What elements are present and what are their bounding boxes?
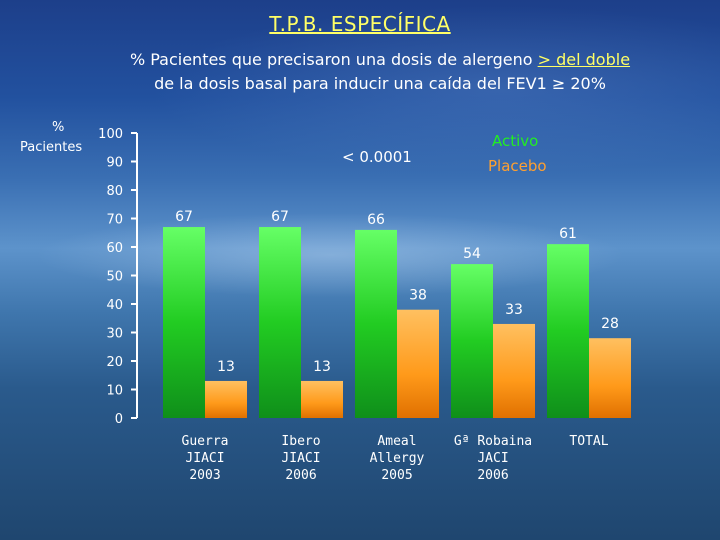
- bar-placebo: [589, 338, 631, 418]
- bar-activo: [451, 264, 493, 418]
- y-tick-label: 0: [115, 412, 123, 427]
- subtitle-line1: % Pacientes que precisaron una dosis de …: [129, 50, 538, 69]
- x-tick-label: 2006: [477, 468, 508, 483]
- slide-title: T.P.B. ESPECÍFICA: [269, 12, 451, 36]
- y-tick-label: 40: [106, 298, 123, 313]
- legend-active: Activo: [492, 132, 539, 150]
- bar-placebo: [205, 380, 247, 418]
- data-label-placebo: 33: [505, 302, 523, 318]
- subtitle-emphasis: > del doble: [537, 50, 631, 69]
- y-axis-label: Pacientes: [20, 140, 83, 155]
- bar-placebo: [301, 380, 343, 418]
- legend-placebo: Placebo: [488, 157, 547, 175]
- data-label-activo: 61: [559, 226, 577, 242]
- y-tick-label: 80: [106, 184, 123, 199]
- data-label-placebo: 13: [313, 359, 331, 375]
- data-label-activo: 67: [175, 209, 193, 225]
- bar-activo: [259, 227, 301, 418]
- y-tick-label: 60: [106, 241, 123, 256]
- slide-subtitle: % Pacientes que precisaron una dosis de …: [60, 48, 700, 96]
- x-tick-label: Guerra: [182, 434, 229, 449]
- data-label-activo: 54: [463, 246, 481, 262]
- y-tick-label: 70: [106, 213, 123, 228]
- x-tick-label: JIACI: [281, 451, 320, 466]
- y-tick-label: 90: [106, 156, 123, 171]
- x-tick-label: Gª Robaina: [454, 434, 532, 449]
- y-tick-label: 10: [106, 384, 123, 399]
- x-tick-label: JACI: [477, 451, 508, 466]
- x-tick-label: 2003: [189, 468, 220, 483]
- data-label-activo: 67: [271, 209, 289, 225]
- x-tick-label: TOTAL: [569, 434, 608, 449]
- x-tick-label: Ameal: [377, 434, 416, 449]
- x-tick-label: Allergy: [370, 451, 425, 466]
- bar-activo: [547, 244, 589, 418]
- data-label-placebo: 28: [601, 316, 619, 332]
- data-label-placebo: 13: [217, 359, 235, 375]
- y-axis-label-percent: %: [52, 120, 65, 135]
- bar-placebo: [493, 323, 535, 418]
- subtitle-line2: de la dosis basal para inducir una caída…: [154, 74, 606, 93]
- y-tick-label: 100: [98, 127, 123, 142]
- data-label-placebo: 38: [409, 288, 427, 304]
- x-tick-label: 2006: [285, 468, 316, 483]
- y-tick-label: 50: [106, 270, 123, 285]
- bar-activo: [163, 227, 205, 418]
- x-tick-label: 2005: [381, 468, 412, 483]
- y-tick-label: 20: [106, 355, 123, 370]
- bar-activo: [355, 229, 397, 418]
- data-label-activo: 66: [367, 212, 385, 228]
- p-value-annotation: < 0.0001: [342, 148, 412, 166]
- bar-placebo: [397, 309, 439, 418]
- x-tick-label: Ibero: [281, 434, 320, 449]
- y-tick-label: 30: [106, 327, 123, 342]
- x-tick-label: JIACI: [185, 451, 224, 466]
